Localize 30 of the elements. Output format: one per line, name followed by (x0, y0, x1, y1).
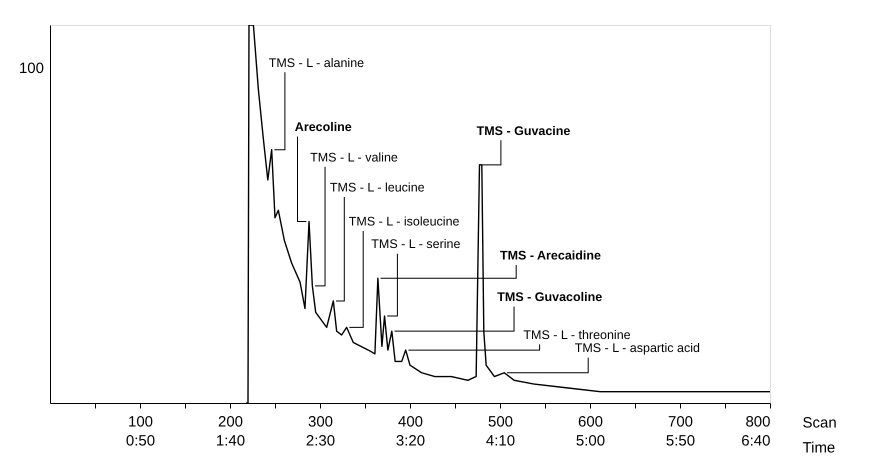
x-axis-title: Scan (802, 414, 837, 432)
x2-tick-label: 6:40 (741, 432, 770, 450)
annotation: TMS - L - isoleucine (348, 214, 460, 229)
annotation: Arecoline (294, 120, 352, 134)
x-tick-label: 200 (218, 414, 244, 430)
x2-tick-label: 3:20 (396, 432, 426, 450)
annotation: TMS - L - serine (371, 237, 460, 252)
annotation: TMS - Guvacoline (497, 290, 602, 304)
x-tick-label: 300 (308, 414, 334, 430)
annotation: TMS - L - aspartic acid (574, 341, 700, 356)
x-tick-label: 800 (745, 414, 770, 430)
x2-tick-label: 2:30 (306, 432, 336, 450)
annotation: TMS - L - leucine (330, 180, 425, 195)
x2-tick-label: 5:00 (576, 432, 606, 450)
annotation: TMS - L - valine (310, 150, 398, 164)
text: 100 (18, 60, 44, 77)
annotation: TMS - Guvacine (476, 124, 570, 138)
x-tick-label: 400 (398, 414, 424, 430)
x-tick-label: 500 (488, 414, 514, 430)
x-tick-label: 700 (668, 414, 694, 430)
x2-tick-label: 4:10 (486, 432, 516, 450)
x-tick-label: 100 (128, 414, 154, 430)
x2-axis-title: Time (802, 440, 836, 456)
annotation: TMS - L - alanine (268, 56, 364, 70)
annotation: TMS - L - threonine (523, 328, 631, 342)
x2-tick-label: 1:40 (216, 432, 246, 450)
x2-tick-label: 5:50 (666, 432, 696, 450)
x-tick-label: 600 (578, 414, 604, 430)
annotation: TMS - Arecaidine (500, 248, 601, 263)
x2-tick-label: 0:50 (126, 432, 156, 450)
